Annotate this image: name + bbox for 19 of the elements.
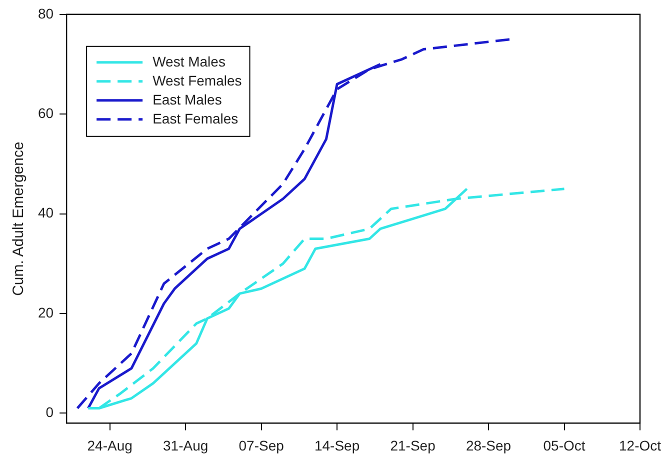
legend-label: East Males — [152, 91, 222, 108]
x-tick-label: 14-Sep — [314, 437, 360, 454]
legend-label: West Males — [152, 53, 226, 70]
x-tick-label: 28-Sep — [466, 437, 512, 454]
x-tick-label: 07-Sep — [238, 437, 284, 454]
x-tick-label: 12-Oct — [618, 437, 662, 454]
x-tick-label: 31-Aug — [163, 437, 208, 454]
y-axis-title: Cum. Adult Emergence — [10, 142, 28, 296]
x-tick-label: 21-Sep — [390, 437, 436, 454]
y-tick-label: 0 — [46, 404, 54, 420]
y-tick-label: 80 — [38, 5, 54, 22]
y-tick-label: 60 — [38, 104, 54, 121]
legend-label: East Females — [152, 110, 238, 126]
x-tick-label: 05-Oct — [543, 437, 586, 454]
y-tick-label: 40 — [38, 204, 54, 221]
x-tick-label: 24-Aug — [87, 437, 132, 454]
y-tick-label: 20 — [38, 304, 54, 320]
line-series — [76, 38, 512, 410]
legend-label: West Females — [152, 72, 242, 88]
